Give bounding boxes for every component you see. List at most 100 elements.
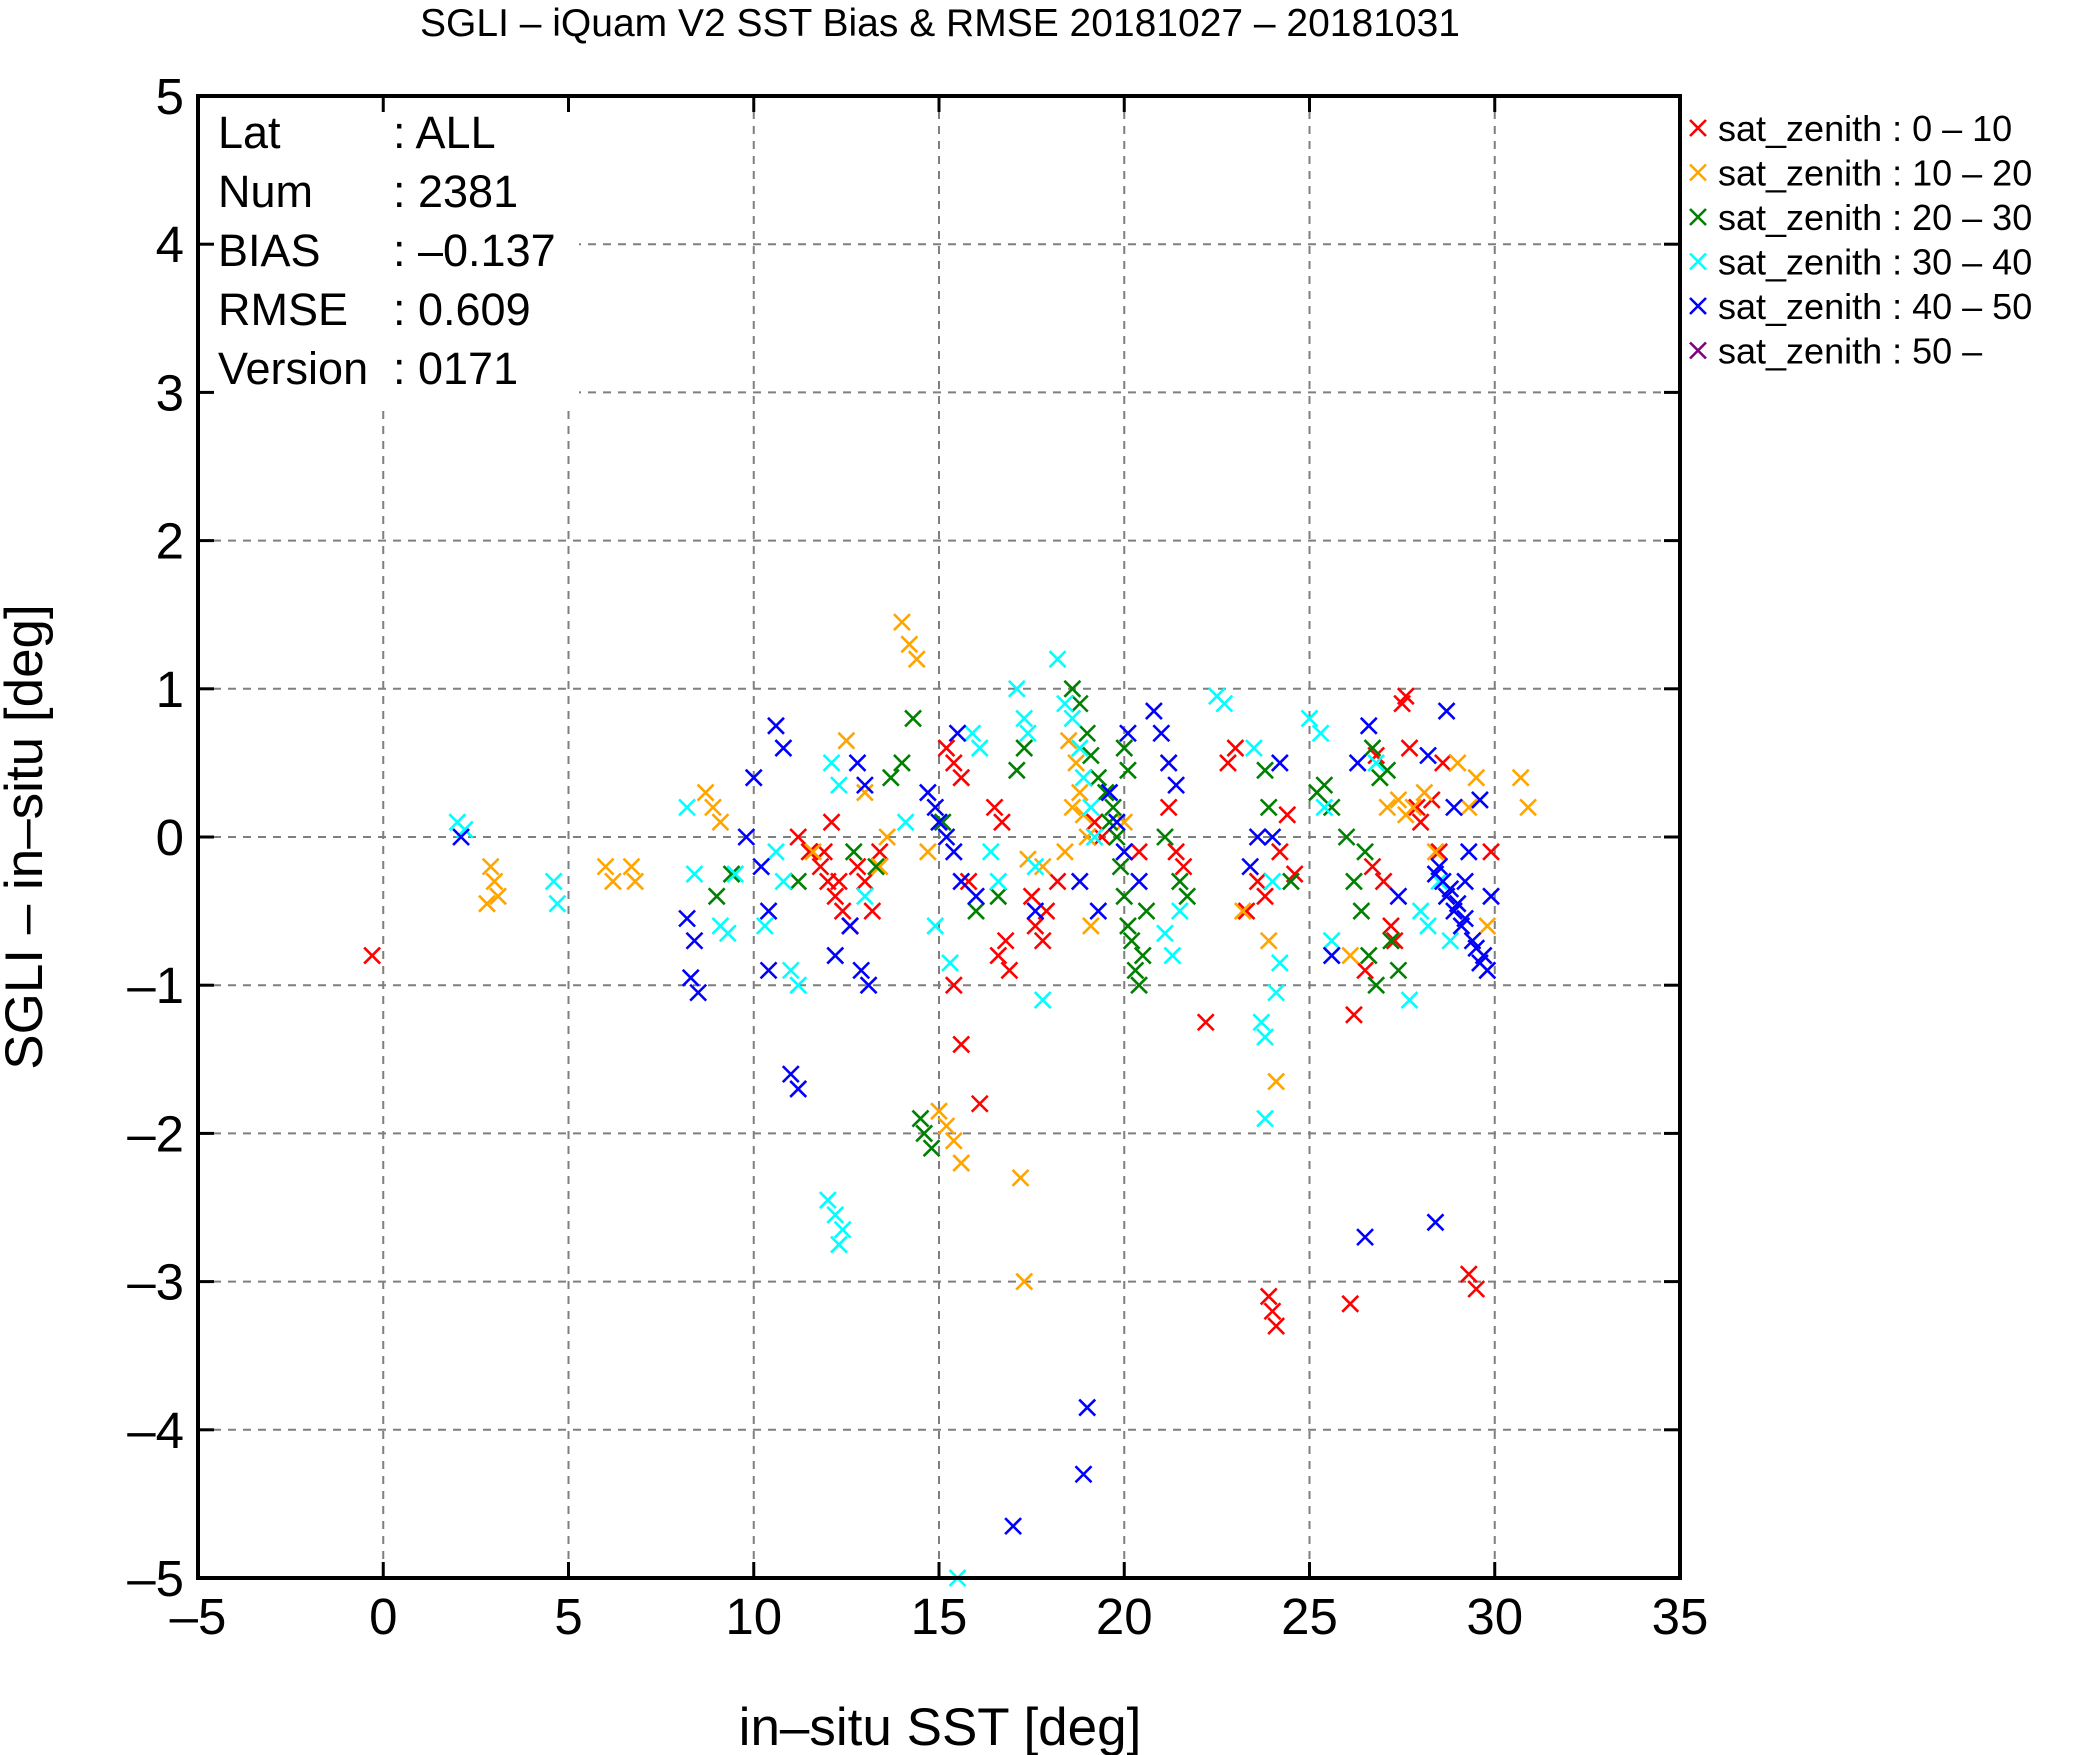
- data-point: [1130, 976, 1148, 995]
- data-point: [855, 783, 874, 802]
- data-point: [1433, 753, 1452, 772]
- data-point: [1096, 783, 1115, 802]
- y-tick-label: 4: [156, 216, 184, 273]
- data-point: [1085, 828, 1104, 846]
- x-tick-label: 20: [1096, 1588, 1153, 1645]
- data-point: [844, 842, 863, 861]
- data-point: [937, 828, 956, 846]
- data-point: [855, 872, 874, 891]
- data-point: [1115, 813, 1134, 832]
- data-point: [1359, 716, 1378, 735]
- data-point: [548, 894, 567, 913]
- data-point: [926, 917, 945, 935]
- data-point: [981, 842, 1000, 861]
- legend-marker: [1689, 163, 1707, 182]
- data-point: [1007, 761, 1026, 780]
- data-point: [1063, 679, 1082, 698]
- data-point: [1400, 739, 1419, 757]
- stat-key: Version: [218, 343, 368, 394]
- data-point: [1070, 739, 1089, 757]
- data-point: [830, 776, 848, 795]
- data-point: [1482, 887, 1500, 906]
- data-point: [1056, 694, 1074, 713]
- data-point: [707, 887, 726, 906]
- stats-background: [204, 102, 579, 411]
- x-tick-label: 35: [1652, 1588, 1709, 1645]
- data-point: [848, 753, 867, 772]
- data-point: [922, 1139, 941, 1158]
- data-point: [1511, 768, 1530, 787]
- data-point: [1100, 813, 1119, 832]
- data-point: [1341, 946, 1360, 965]
- data-point: [1241, 857, 1260, 876]
- data-point: [759, 961, 778, 980]
- data-point: [1070, 783, 1089, 802]
- data-point: [1015, 709, 1034, 728]
- y-tick-label: 1: [156, 661, 184, 718]
- data-point: [1100, 783, 1119, 802]
- data-point: [1430, 842, 1449, 861]
- data-point: [452, 828, 470, 846]
- data-point: [1245, 739, 1263, 757]
- data-point: [967, 902, 985, 921]
- data-point: [1119, 761, 1137, 780]
- data-point: [930, 813, 948, 832]
- data-point: [1104, 798, 1123, 817]
- data-point: [1389, 961, 1408, 980]
- data-point: [826, 946, 845, 965]
- legend-entry: sat_zenith : 50 –: [1689, 331, 1982, 372]
- y-tick-label: 5: [156, 68, 184, 125]
- data-point: [900, 635, 919, 654]
- data-point: [800, 842, 819, 861]
- data-point: [1011, 1168, 1030, 1187]
- data-point: [1119, 724, 1137, 743]
- data-point: [596, 857, 615, 876]
- data-point: [1063, 798, 1082, 817]
- data-point: [870, 842, 889, 861]
- data-point: [1000, 961, 1019, 980]
- data-point: [1478, 917, 1497, 935]
- data-point: [696, 783, 715, 802]
- data-point: [678, 909, 696, 928]
- data-point: [1322, 946, 1341, 965]
- data-point: [1033, 991, 1052, 1009]
- data-point: [822, 753, 841, 772]
- legend-label: sat_zenith : 20 – 30: [1718, 197, 2032, 238]
- data-point: [1233, 902, 1252, 921]
- stats-box: Lat: ALL Num: 2381 BIAS: –0.137 RMSE: 0.609…: [204, 102, 579, 411]
- data-point: [1107, 828, 1126, 846]
- data-point: [926, 798, 945, 817]
- y-tick-label: –4: [127, 1402, 184, 1459]
- data-point: [833, 902, 852, 921]
- data-point: [1174, 857, 1193, 876]
- data-point: [852, 961, 871, 980]
- data-point: [689, 983, 708, 1002]
- stat-key: Num: [218, 166, 313, 217]
- data-point: [1007, 679, 1026, 698]
- data-point: [789, 872, 808, 891]
- stat-value: : 0.609: [393, 284, 531, 335]
- legend-marker: [1689, 341, 1707, 360]
- data-point: [1456, 872, 1475, 891]
- data-point: [1282, 872, 1300, 891]
- data-point: [789, 828, 808, 846]
- data-point: [893, 613, 911, 632]
- data-point: [952, 872, 971, 891]
- data-point: [1033, 857, 1052, 876]
- x-tick-label: 0: [369, 1588, 397, 1645]
- axis-ticks: –5 0 5 10 15 20 25 30 35 –5 –4 –3 –2 –1 0 1 2 3 4 5: [127, 68, 1708, 1645]
- data-point: [993, 813, 1011, 832]
- data-point: [1385, 931, 1404, 950]
- data-point: [1259, 798, 1278, 817]
- data-point: [722, 865, 741, 883]
- data-point: [918, 783, 937, 802]
- data-point: [1111, 857, 1130, 876]
- data-point: [826, 1205, 845, 1224]
- data-point: [1478, 961, 1497, 980]
- stat-key: BIAS: [218, 225, 321, 276]
- legend-entry: sat_zenith : 30 – 40: [1689, 242, 2032, 283]
- series-group: [452, 702, 1500, 1536]
- data-point: [1159, 753, 1178, 772]
- data-point: [752, 857, 771, 876]
